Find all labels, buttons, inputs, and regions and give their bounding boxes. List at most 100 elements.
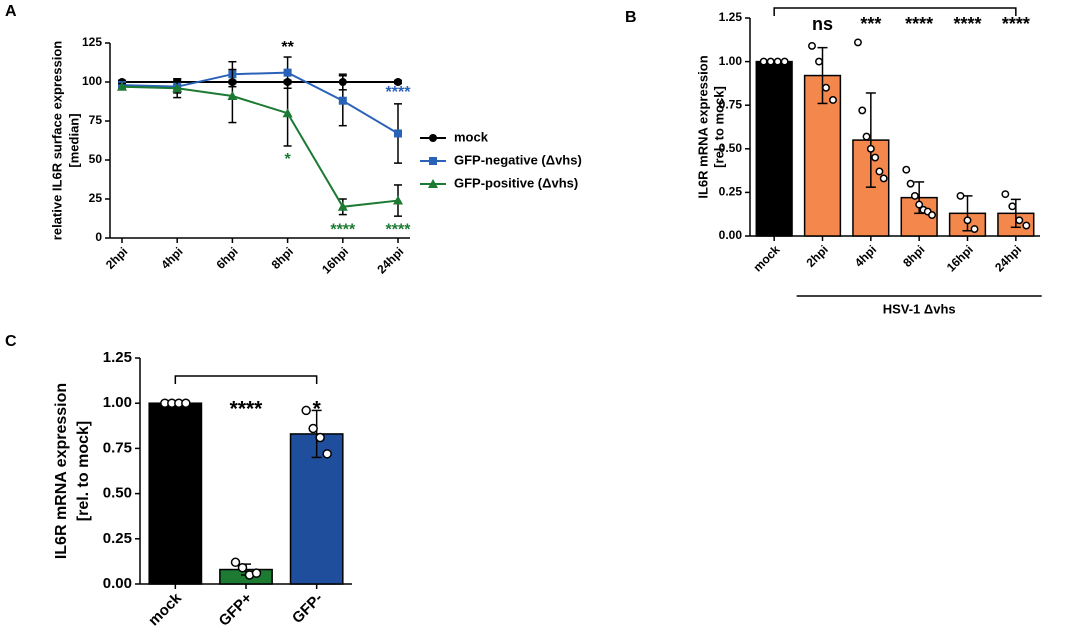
x-tick-label: mock <box>750 242 782 274</box>
y-tick-label: 50 <box>89 152 103 166</box>
data-point <box>915 200 924 209</box>
x-tick-label: 2hpi <box>103 244 130 271</box>
data-point <box>322 449 332 459</box>
data-point <box>879 174 888 183</box>
x-tick-label: 16hpi <box>319 244 351 276</box>
marker <box>338 96 347 105</box>
bar <box>755 60 793 237</box>
marker <box>394 129 402 138</box>
x-tick-label: GFP+ <box>216 589 256 629</box>
marker <box>117 81 127 91</box>
legend-label: GFP-negative (Δvhs) <box>454 152 582 167</box>
significance: ns <box>812 14 833 34</box>
x-tick-label: 4hpi <box>852 242 879 269</box>
significance: *** <box>860 14 881 34</box>
significance: **** <box>905 14 933 34</box>
y-tick-label: 0.75 <box>719 97 743 111</box>
data-point <box>902 165 911 174</box>
annotation: * <box>284 151 291 168</box>
y-tick-label: 1.25 <box>719 10 743 24</box>
bar <box>148 402 203 585</box>
data-point <box>910 191 919 200</box>
data-point <box>829 96 837 104</box>
data-point <box>815 57 823 66</box>
x-tick-label: 24hpi <box>992 242 1024 274</box>
group-label: HSV-1 Δvhs <box>883 301 956 316</box>
x-tick-label: 16hpi <box>944 242 976 274</box>
annotation: ** <box>281 39 294 56</box>
y-tick-label: 25 <box>89 191 103 205</box>
y-axis-label: [rel. to mock] <box>711 86 726 168</box>
y-tick-label: 0 <box>95 230 102 244</box>
significance: **** <box>1002 14 1030 34</box>
y-tick-label: 100 <box>82 74 102 88</box>
y-axis-label: IL6R mRNA expression <box>695 55 710 198</box>
y-tick-label: 1.00 <box>719 54 743 68</box>
marker <box>227 91 238 101</box>
x-tick-label: 24hpi <box>374 244 406 276</box>
data-point <box>963 216 972 225</box>
bar <box>289 433 344 585</box>
data-point <box>308 423 318 434</box>
annotation: **** <box>386 221 412 238</box>
data-point <box>251 568 262 578</box>
bar <box>852 139 890 237</box>
legend-marker <box>428 179 438 188</box>
y-tick-label: 0.50 <box>719 141 743 155</box>
panel-label: C <box>5 333 17 350</box>
data-point <box>866 144 875 153</box>
data-point <box>875 167 884 176</box>
annotation: **** <box>330 221 356 238</box>
x-tick-label: 8hpi <box>269 244 296 271</box>
data-point <box>862 132 871 141</box>
x-tick-label: GFP- <box>289 590 326 627</box>
data-point <box>956 191 965 200</box>
data-point <box>928 211 936 220</box>
bracket <box>174 375 318 384</box>
y-axis-label: relative IL6R surface expression <box>49 41 64 240</box>
y-tick-label: 0.25 <box>103 530 132 547</box>
x-tick-label: 2hpi <box>804 242 831 269</box>
marker <box>393 195 403 205</box>
y-tick-label: 0.25 <box>719 185 743 199</box>
bracket <box>773 7 1017 16</box>
y-tick-label: 0.00 <box>103 575 132 592</box>
marker <box>337 201 348 211</box>
data-point <box>230 557 241 568</box>
marker <box>283 68 292 77</box>
legend-label: GFP-positive (Δvhs) <box>454 175 578 190</box>
data-point <box>301 405 311 416</box>
data-point <box>808 41 816 50</box>
data-point <box>1008 202 1017 211</box>
y-tick-label: 0.00 <box>719 228 743 242</box>
significance: **** <box>953 14 981 34</box>
marker <box>172 83 183 93</box>
y-tick-label: 1.25 <box>103 349 132 366</box>
marker <box>282 108 293 118</box>
y-tick-label: 125 <box>82 35 102 49</box>
data-point <box>906 179 915 188</box>
series-line <box>121 85 399 208</box>
annotation: **** <box>386 84 412 101</box>
data-point <box>315 432 325 443</box>
data-point <box>1022 221 1031 230</box>
data-point <box>181 398 191 408</box>
legend-marker <box>429 134 437 142</box>
data-point <box>822 83 830 92</box>
significance: **** <box>230 398 264 421</box>
y-tick-label: 0.75 <box>103 439 132 456</box>
significance: * <box>313 398 322 421</box>
x-tick-label: mock <box>145 589 185 629</box>
data-point <box>237 562 248 573</box>
series-line <box>121 71 399 135</box>
x-tick-label: 4hpi <box>158 244 185 271</box>
data-point <box>780 57 789 66</box>
y-axis-label: [rel. to mock] <box>75 421 92 521</box>
data-point <box>1001 190 1010 199</box>
y-tick-label: 75 <box>89 113 103 127</box>
legend-label: mock <box>454 129 489 144</box>
data-point <box>1015 216 1024 225</box>
panel-label: B <box>625 9 637 26</box>
